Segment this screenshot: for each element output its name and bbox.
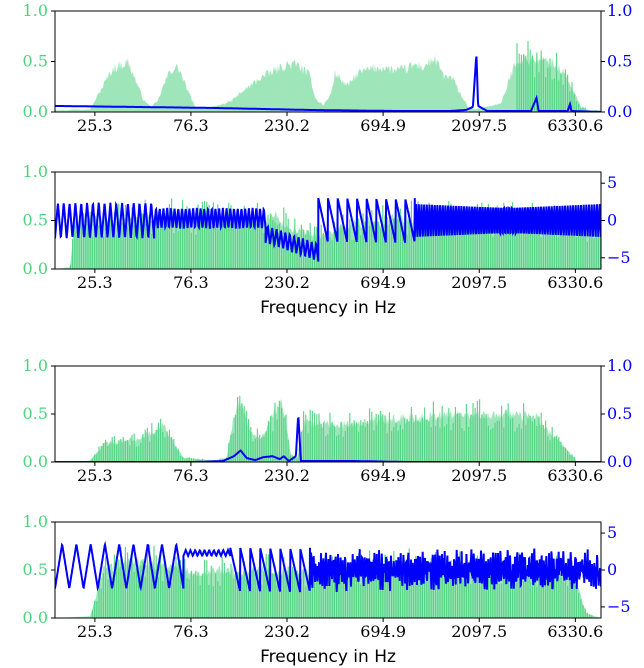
y-left-tick-label: 0.5 (23, 52, 48, 71)
chart-panel-3: 25.3 76.3 230.2 694.9 2097.5 6330.60.00.51.00… (23, 356, 633, 485)
chart-panel-2: 25.3 76.3 230.2 694.9 2097.5 6330.6 0.0 0.5 1.0 −… (23, 162, 631, 318)
x-tick-label: 2097.5 (451, 116, 507, 135)
y-right-tick-label: 5 (607, 523, 617, 542)
y-left-tick-label: 0.5 (23, 404, 48, 423)
y-right-tick-label: 5 (607, 173, 617, 192)
y-right-tick-label: 1.0 (607, 1, 632, 20)
x-tick-label: 25.3 (77, 116, 113, 135)
x-tick-label: 694.9 (360, 116, 406, 135)
plot-area (55, 540, 601, 618)
x-tick-label: 230.2 (264, 116, 310, 135)
magnitude-spikes (516, 41, 586, 112)
y-left-tick-label: 1.0 (23, 356, 48, 375)
y-left-tick-label: 0.0 (23, 102, 48, 121)
x-tick-label: 694.9 (360, 273, 406, 292)
x-tick-label: 694.9 (360, 466, 406, 485)
amplitude-line (55, 56, 601, 112)
phase-line (55, 540, 601, 593)
x-tick-label: 25.3 (77, 622, 113, 641)
x-tick-label: 6330.6 (547, 466, 603, 485)
phase-line (55, 197, 601, 262)
x-tick-label: 2097.5 (451, 622, 507, 641)
x-tick-label: 76.3 (173, 622, 209, 641)
y-left-tick-label: 0.5 (23, 560, 48, 579)
y-right-tick-label: 0.5 (607, 404, 632, 423)
x-tick-label: 2097.5 (451, 466, 507, 485)
y-right-tick-label: 0 (607, 560, 617, 579)
y-right-tick-label: 0.0 (607, 452, 632, 471)
plot-area (55, 197, 601, 269)
y-right-tick-label: 0 (607, 211, 617, 230)
x-tick-label: 230.2 (264, 466, 310, 485)
x-tick-label: 694.9 (360, 622, 406, 641)
x-tick-label: 6330.6 (547, 622, 603, 641)
chart-panel-1: 25.3 76.3 230.2 694.9 2097.5 6330.60.00.51.00… (23, 1, 633, 135)
x-axis-label: Frequency in Hz (260, 647, 396, 667)
y-left-tick-label: 1.0 (23, 162, 48, 181)
plot-area (55, 41, 601, 112)
x-tick-label: 76.3 (173, 466, 209, 485)
x-tick-label: 25.3 (77, 466, 113, 485)
y-right-tick-label: 0.5 (607, 52, 632, 71)
y-right-tick-label: 1.0 (607, 356, 632, 375)
x-tick-label: 6330.6 (547, 116, 603, 135)
x-tick-label: 2097.5 (451, 273, 507, 292)
amplitude-line (55, 416, 601, 462)
x-tick-label: 76.3 (173, 116, 209, 135)
y-right-tick-label: 0.0 (607, 102, 632, 121)
y-left-tick-label: 0.0 (23, 259, 48, 278)
chart-panel-4: 25.3 76.3 230.2 694.9 2097.5 6330.6 0.0 0.5 1.0 −… (23, 512, 631, 667)
x-axis-label: Frequency in Hz (260, 298, 396, 318)
y-left-tick-label: 0.5 (23, 211, 48, 230)
y-left-tick-label: 1.0 (23, 1, 48, 20)
y-left-tick-label: 0.0 (23, 608, 48, 627)
x-tick-label: 76.3 (173, 273, 209, 292)
magnitude-spikes (91, 395, 575, 462)
y-right-tick-label: −5 (607, 597, 631, 616)
plot-area (55, 395, 601, 462)
y-left-tick-label: 1.0 (23, 512, 48, 531)
x-tick-label: 230.2 (264, 622, 310, 641)
x-tick-label: 230.2 (264, 273, 310, 292)
y-left-tick-label: 0.0 (23, 452, 48, 471)
x-tick-label: 6330.6 (547, 273, 603, 292)
y-right-tick-label: −5 (607, 248, 631, 267)
x-tick-label: 25.3 (77, 273, 113, 292)
